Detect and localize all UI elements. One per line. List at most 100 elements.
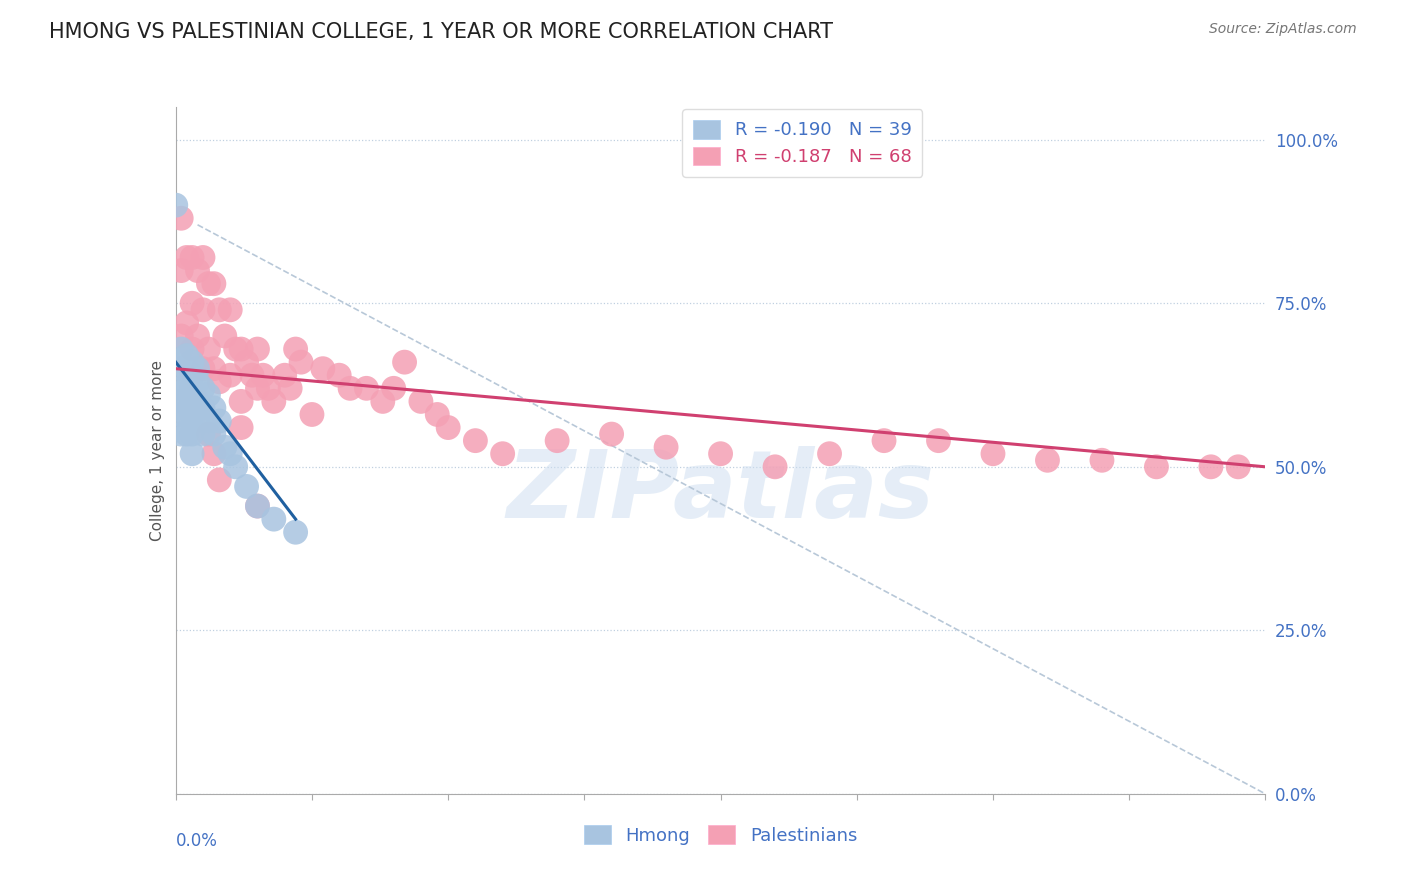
Point (176, 394, 198, 409)
Point (246, 381, 269, 395)
Point (191, 427, 214, 442)
Point (191, 251, 214, 265)
Point (278, 381, 301, 395)
Legend: Hmong, Palestinians: Hmong, Palestinians (575, 816, 866, 854)
Point (763, 459, 786, 474)
Point (170, 361, 193, 376)
Point (208, 375, 231, 389)
Point (170, 329, 193, 343)
Point (356, 381, 378, 395)
Point (181, 427, 204, 442)
Point (186, 361, 209, 376)
Point (225, 459, 247, 474)
Point (197, 427, 219, 442)
Point (371, 394, 394, 409)
Point (170, 342, 193, 356)
Point (214, 329, 236, 343)
Point (290, 355, 312, 369)
Point (181, 394, 204, 409)
Y-axis label: College, 1 year or more: College, 1 year or more (149, 360, 165, 541)
Point (257, 381, 280, 395)
Point (181, 408, 204, 422)
Point (231, 342, 253, 356)
Point (928, 434, 950, 448)
Point (181, 381, 204, 395)
Point (710, 447, 733, 461)
Point (873, 434, 896, 448)
Point (191, 401, 214, 415)
Point (202, 427, 225, 442)
Point (252, 368, 274, 383)
Point (176, 427, 198, 442)
Point (176, 251, 198, 265)
Point (274, 368, 297, 383)
Point (197, 414, 219, 428)
Point (208, 302, 231, 317)
Point (191, 302, 214, 317)
Point (202, 277, 225, 291)
Point (202, 447, 225, 461)
Point (655, 440, 678, 454)
Point (181, 296, 204, 310)
Point (170, 427, 193, 442)
Point (170, 381, 193, 395)
Point (191, 381, 214, 395)
Point (170, 263, 193, 277)
Point (394, 355, 416, 369)
Point (186, 375, 209, 389)
Point (186, 263, 209, 277)
Point (181, 447, 204, 461)
Point (202, 361, 225, 376)
Point (170, 408, 193, 422)
Point (165, 198, 187, 212)
Point (246, 499, 269, 513)
Point (409, 394, 432, 409)
Point (176, 381, 198, 395)
Point (600, 427, 623, 442)
Point (181, 342, 204, 356)
Point (208, 473, 231, 487)
Point (219, 368, 242, 383)
Point (981, 447, 1004, 461)
Point (231, 394, 253, 409)
Point (1091, 453, 1114, 467)
Point (328, 368, 350, 383)
Point (231, 420, 253, 434)
Text: 0.0%: 0.0% (176, 831, 218, 850)
Point (186, 329, 209, 343)
Point (176, 316, 198, 330)
Point (186, 414, 209, 428)
Point (176, 349, 198, 363)
Point (263, 512, 285, 526)
Point (191, 361, 214, 376)
Point (235, 355, 257, 369)
Point (284, 342, 307, 356)
Text: Source: ZipAtlas.com: Source: ZipAtlas.com (1209, 22, 1357, 37)
Point (546, 434, 568, 448)
Point (176, 408, 198, 422)
Point (197, 388, 219, 402)
Point (382, 381, 405, 395)
Point (312, 361, 335, 376)
Point (464, 434, 486, 448)
Point (181, 251, 204, 265)
Point (181, 368, 204, 383)
Point (339, 381, 361, 395)
Point (284, 525, 307, 540)
Point (263, 394, 285, 409)
Point (176, 361, 198, 376)
Point (240, 368, 263, 383)
Point (235, 479, 257, 493)
Point (246, 342, 269, 356)
Point (170, 394, 193, 409)
Point (170, 211, 193, 226)
Point (246, 499, 269, 513)
Point (1036, 453, 1059, 467)
Point (1144, 459, 1167, 474)
Point (225, 342, 247, 356)
Point (197, 277, 219, 291)
Point (301, 408, 323, 422)
Point (492, 447, 515, 461)
Point (181, 355, 204, 369)
Point (208, 414, 231, 428)
